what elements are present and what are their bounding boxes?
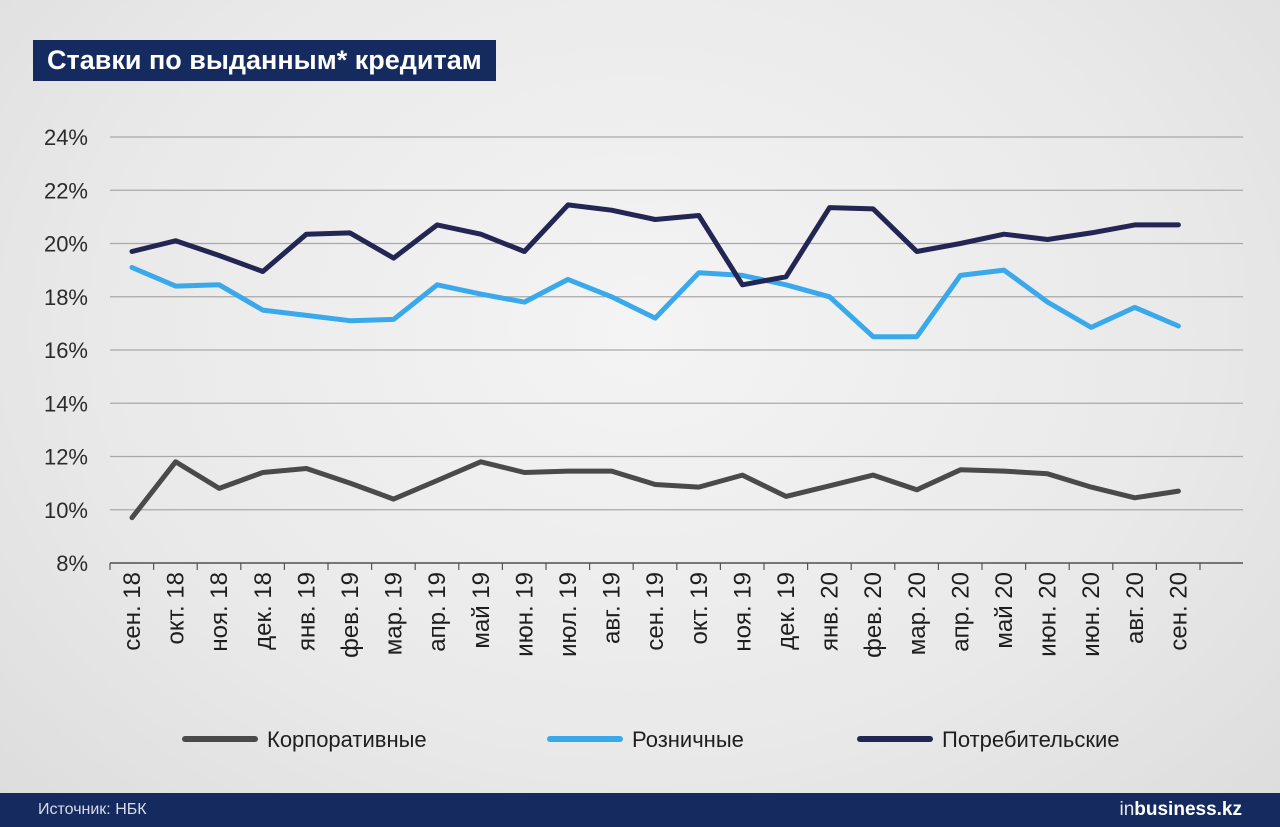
source-note: Источник: НБК <box>38 801 147 818</box>
y-tick-label: 10% <box>44 498 88 523</box>
x-tick-label: окт. 19 <box>686 572 713 644</box>
x-tick-label: июн. 19 <box>511 572 538 657</box>
x-tick-label: апр. 20 <box>947 572 974 652</box>
y-tick-label: 24% <box>44 125 88 150</box>
x-tick-label: сен. 19 <box>642 572 669 651</box>
series-line <box>129 202 1181 288</box>
brand-name: business.kz <box>1134 799 1242 820</box>
x-tick-label: сен. 20 <box>1165 572 1192 651</box>
y-axis: 8% 10% 12% 14% 16% 18% 20% 22% 24% <box>44 125 88 576</box>
grid-lines <box>110 136 1243 564</box>
series-line <box>129 265 1181 340</box>
series-lines <box>129 202 1181 521</box>
y-tick-label: 8% <box>56 551 88 576</box>
legend-label: Розничные <box>632 727 744 752</box>
x-tick-label: окт. 18 <box>163 572 190 644</box>
x-tick-label: июн. 20 <box>1035 572 1062 657</box>
y-tick-label: 14% <box>44 391 88 416</box>
x-tick-label: янв. 20 <box>817 572 844 651</box>
legend-label: Корпоративные <box>267 727 427 752</box>
y-tick-label: 22% <box>44 178 88 203</box>
legend: Корпоративные Розничные Потребительские <box>182 727 1120 752</box>
x-tick-label: июл. 19 <box>555 572 582 657</box>
footer-bar: Источник: НБК inbusiness.kz <box>0 793 1280 827</box>
x-tick-label: фев. 20 <box>860 572 887 658</box>
x-tick-label: фев. 19 <box>337 572 364 658</box>
x-tick-label: дек. 18 <box>250 572 277 650</box>
y-tick-label: 20% <box>44 232 88 257</box>
x-tick-label: май 20 <box>991 572 1018 649</box>
series-line <box>129 459 1181 521</box>
y-tick-label: 18% <box>44 285 88 310</box>
x-tick-label: авг. 19 <box>599 572 626 644</box>
brand-logo[interactable]: inbusiness.kz <box>1119 799 1242 821</box>
x-tick-label: апр. 19 <box>424 572 451 652</box>
x-tick-label: июн. 20 <box>1078 572 1105 657</box>
x-tick-label: янв. 19 <box>293 572 320 651</box>
x-tick-label: ноя. 19 <box>729 572 756 652</box>
legend-label: Потребительские <box>942 727 1120 752</box>
x-axis: сен. 18 окт. 18 ноя. 18 дек. 18 янв. 19 фев. … <box>109 562 1243 658</box>
x-tick-label: май 19 <box>468 572 495 649</box>
y-tick-label: 16% <box>44 338 88 363</box>
brand-prefix: in <box>1119 799 1135 820</box>
x-tick-label: авг. 20 <box>1122 572 1149 644</box>
x-tick-label: мар. 20 <box>904 572 931 655</box>
x-tick-label: дек. 19 <box>773 572 800 650</box>
x-tick-label: сен. 18 <box>119 572 146 651</box>
chart-title: Ставки по выданным* кредитам <box>33 40 496 81</box>
x-tick-label: мар. 19 <box>381 572 408 655</box>
x-tick-label: ноя. 18 <box>206 572 233 652</box>
y-tick-label: 12% <box>44 445 88 470</box>
